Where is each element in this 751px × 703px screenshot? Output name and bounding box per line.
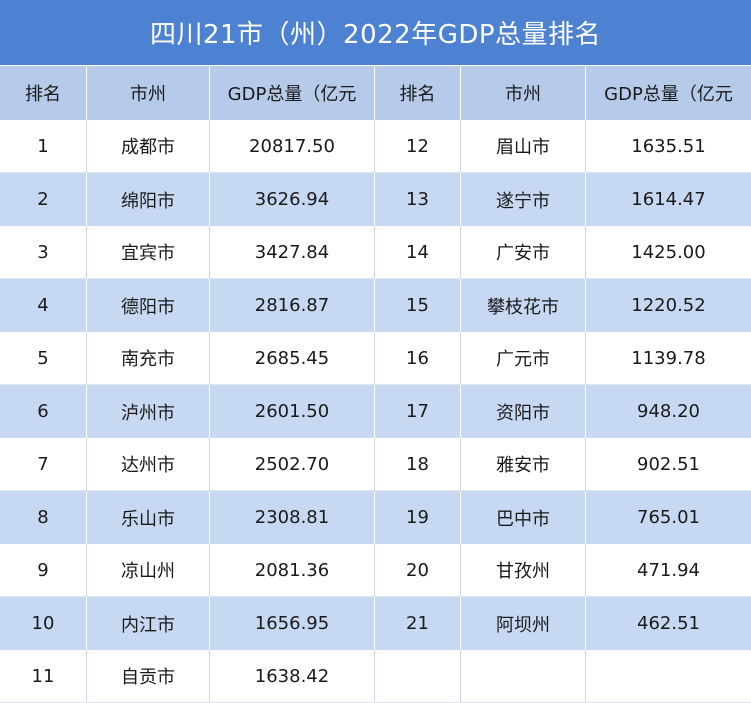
table-row: 3 宜宾市 3427.84 14 广安市 1425.00 xyxy=(0,226,751,279)
city-cell: 攀枝花市 xyxy=(461,279,586,332)
rank-cell: 7 xyxy=(0,438,87,490)
rank-cell: 19 xyxy=(375,491,461,544)
gdp-cell: 765.01 xyxy=(637,507,700,528)
gdp-cell: 2081.36 xyxy=(210,544,375,596)
city-cell: 眉山市 xyxy=(461,120,586,172)
header-city: 市州 xyxy=(87,66,210,120)
rank-cell: 2 xyxy=(0,173,87,226)
gdp-cell: 2601.50 xyxy=(210,385,375,438)
rank-cell: 13 xyxy=(375,173,461,226)
gdp-cell: 1656.95 xyxy=(210,597,375,650)
gdp-cell: 1638.42 xyxy=(210,650,375,702)
rank-cell: 6 xyxy=(0,385,87,438)
gdp-cell: 2685.45 xyxy=(210,332,375,384)
table-row: 2 绵阳市 3626.94 13 遂宁市 1614.47 xyxy=(0,173,751,226)
gdp-cell: 2308.81 xyxy=(210,491,375,544)
rank-cell: 14 xyxy=(375,226,461,278)
city-cell: 遂宁市 xyxy=(461,173,586,226)
gdp-cell: 462.51 xyxy=(637,613,700,634)
rank-cell: 20 xyxy=(375,544,461,596)
city-cell: 自贡市 xyxy=(87,650,210,702)
rank-cell: 5 xyxy=(0,332,87,384)
gdp-cell: 1425.00 xyxy=(631,241,706,263)
city-cell: 泸州市 xyxy=(87,385,210,438)
rank-cell: 21 xyxy=(375,597,461,650)
table-row: 11 自贡市 1638.42 xyxy=(0,650,751,703)
rank-cell xyxy=(375,650,461,702)
table-row: 5 南充市 2685.45 16 广元市 1139.78 xyxy=(0,332,751,385)
gdp-cell: 3626.94 xyxy=(210,173,375,226)
header-city: 市州 xyxy=(461,66,586,120)
city-cell: 南充市 xyxy=(87,332,210,384)
rank-cell: 1 xyxy=(0,120,87,172)
table-row: 9 凉山州 2081.36 20 甘孜州 471.94 xyxy=(0,544,751,597)
rank-cell: 15 xyxy=(375,279,461,332)
table-row: 10 内江市 1656.95 21 阿坝州 462.51 xyxy=(0,597,751,650)
rank-cell: 16 xyxy=(375,332,461,384)
gdp-cell: 948.20 xyxy=(637,401,700,422)
table-row: 6 泸州市 2601.50 17 资阳市 948.20 xyxy=(0,385,751,438)
city-cell: 绵阳市 xyxy=(87,173,210,226)
city-cell: 凉山州 xyxy=(87,544,210,596)
city-cell xyxy=(461,650,586,702)
gdp-cell: 1139.78 xyxy=(631,347,706,369)
header-rank: 排名 xyxy=(375,66,461,120)
table-row: 7 达州市 2502.70 18 雅安市 902.51 xyxy=(0,438,751,491)
rank-cell: 9 xyxy=(0,544,87,596)
city-cell: 巴中市 xyxy=(461,491,586,544)
table-row: 4 德阳市 2816.87 15 攀枝花市 1220.52 xyxy=(0,279,751,332)
city-cell: 达州市 xyxy=(87,438,210,490)
gdp-cell: 2816.87 xyxy=(210,279,375,332)
city-cell: 成都市 xyxy=(87,120,210,172)
city-cell: 雅安市 xyxy=(461,438,586,490)
city-cell: 阿坝州 xyxy=(461,597,586,650)
rank-cell: 10 xyxy=(0,597,87,650)
header-gdp: GDP总量（亿元 xyxy=(210,66,375,120)
gdp-cell: 20817.50 xyxy=(210,120,375,172)
city-cell: 乐山市 xyxy=(87,491,210,544)
gdp-cell: 1635.51 xyxy=(631,135,706,157)
rank-cell: 3 xyxy=(0,226,87,278)
city-cell: 内江市 xyxy=(87,597,210,650)
gdp-cell xyxy=(586,650,751,702)
table-title: 四川21市（州）2022年GDP总量排名 xyxy=(0,0,751,66)
city-cell: 甘孜州 xyxy=(461,544,586,596)
city-cell: 德阳市 xyxy=(87,279,210,332)
gdp-cell: 902.51 xyxy=(637,453,700,475)
rank-cell: 4 xyxy=(0,279,87,332)
header-rank: 排名 xyxy=(0,66,87,120)
gdp-cell: 2502.70 xyxy=(210,438,375,490)
gdp-cell: 471.94 xyxy=(637,559,700,581)
table-row: 8 乐山市 2308.81 19 巴中市 765.01 xyxy=(0,491,751,544)
table-row: 1 成都市 20817.50 12 眉山市 1635.51 xyxy=(0,120,751,173)
rank-cell: 12 xyxy=(375,120,461,172)
rank-cell: 11 xyxy=(0,650,87,702)
city-cell: 宜宾市 xyxy=(87,226,210,278)
rank-cell: 18 xyxy=(375,438,461,490)
gdp-cell: 3427.84 xyxy=(210,226,375,278)
rank-cell: 17 xyxy=(375,385,461,438)
city-cell: 资阳市 xyxy=(461,385,586,438)
rank-cell: 8 xyxy=(0,491,87,544)
city-cell: 广安市 xyxy=(461,226,586,278)
gdp-cell: 1614.47 xyxy=(631,189,706,210)
table-body: 1 成都市 20817.50 12 眉山市 1635.51 2 绵阳市 3626.94 13 遂宁市… xyxy=(0,120,751,703)
gdp-cell: 1220.52 xyxy=(631,295,706,316)
city-cell: 广元市 xyxy=(461,332,586,384)
header-gdp: GDP总量（亿元 xyxy=(604,84,733,105)
table-header-row: 排名 市州 GDP总量（亿元 排名 市州 GDP总量（亿元 xyxy=(0,66,751,120)
